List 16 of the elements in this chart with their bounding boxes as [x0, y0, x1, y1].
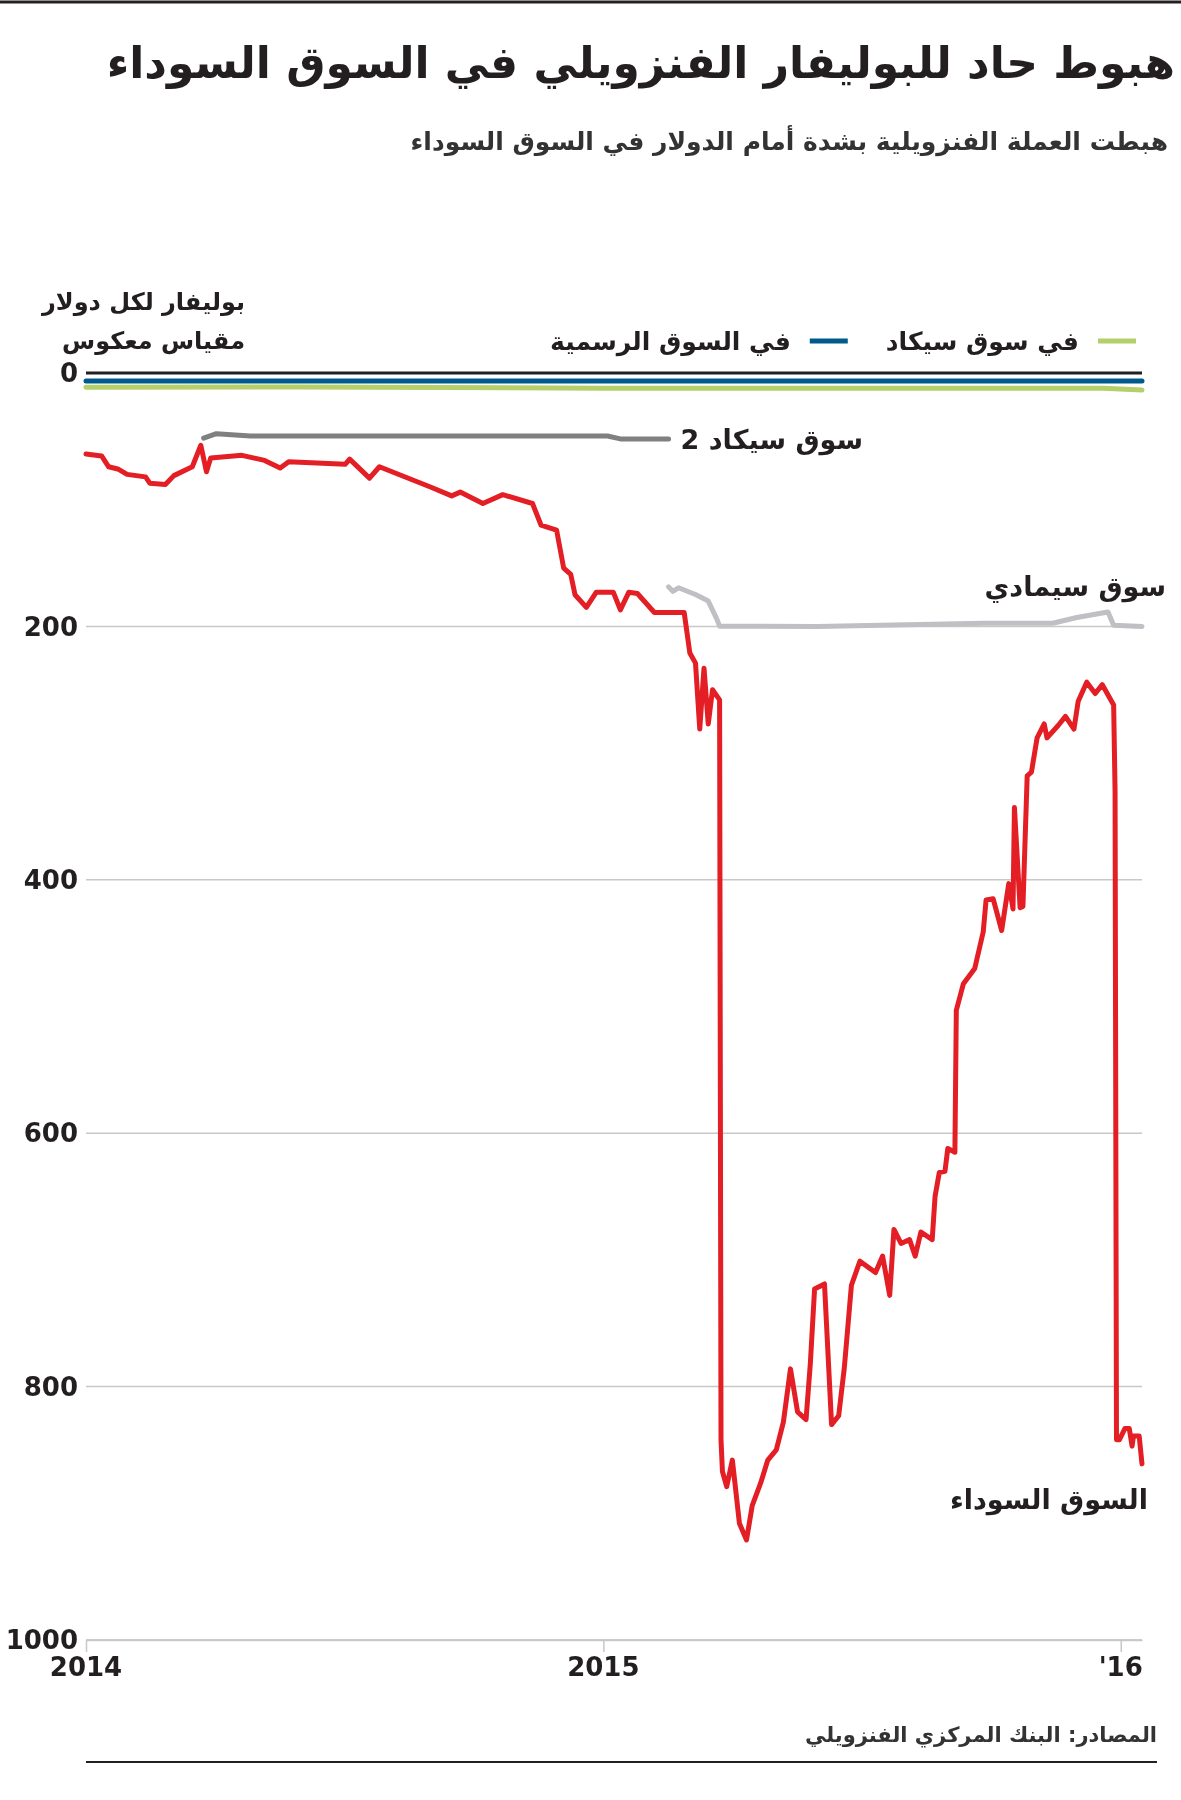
x-tick-label: '16	[1098, 1652, 1143, 1682]
chart-subtitle: هبطت العملة الفنزويلية بشدة أمام الدولار في السوق السوداء	[410, 125, 1168, 157]
series-label: السوق السوداء	[949, 1483, 1148, 1516]
text: المصادر: البنك المركزي الفنزويلي	[804, 1723, 1157, 1748]
y-tick-label: 400	[23, 864, 78, 895]
y-tick-label: 600	[23, 1118, 78, 1149]
y-tick-label: 200	[23, 611, 78, 642]
y-axis-title: بوليفار لكل دولار مقياس معكوس	[41, 288, 245, 355]
legend-label: في السوق الرسمية	[550, 327, 791, 357]
series-label: سوق سيكاد 2	[680, 423, 864, 456]
series-label: سوق سيمادي	[984, 571, 1166, 604]
x-tick-label: 2015	[567, 1652, 640, 1682]
chart-title: هبوط حاد للبوليفار الفنزويلي في السوق السوداء	[106, 37, 1175, 89]
legend-label: في سوق سيكاد	[885, 327, 1079, 357]
y-tick-label: 800	[23, 1371, 78, 1402]
y-tick-label: 0	[59, 358, 78, 389]
